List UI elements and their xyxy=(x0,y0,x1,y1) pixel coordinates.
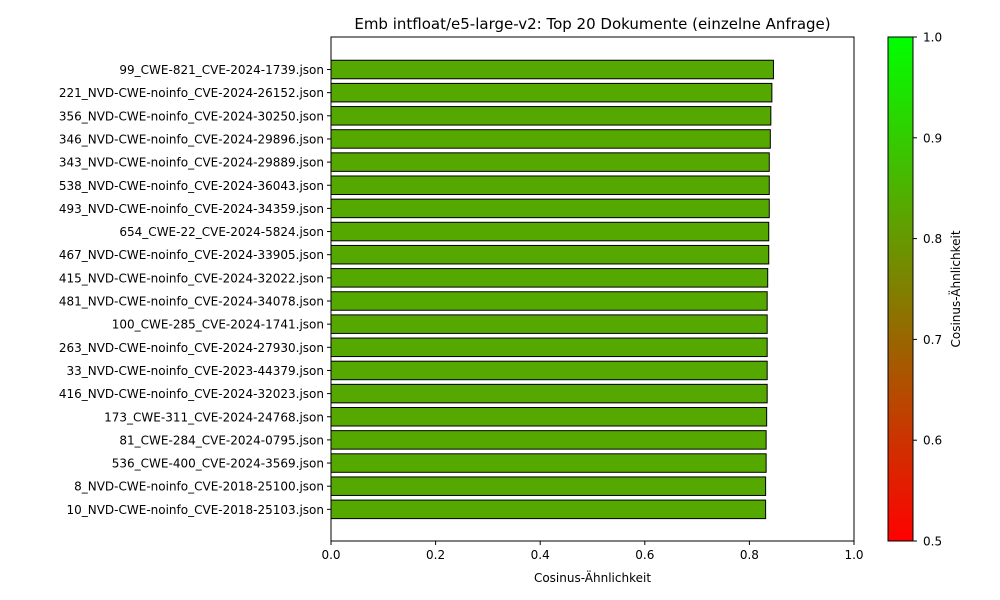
y-tick-label: 221_NVD-CWE-noinfo_CVE-2024-26152.json xyxy=(59,86,324,100)
bar xyxy=(330,221,770,242)
y-tick-label: 99_CWE-821_CVE-2024-1739.json xyxy=(119,63,324,77)
y-tick-label: 654_CWE-22_CVE-2024-5824.json xyxy=(119,225,324,239)
x-tick-label: 0.8 xyxy=(740,548,759,562)
bar xyxy=(330,430,767,450)
colorbar-label: Cosinus-Ähnlichkeit xyxy=(948,230,963,347)
bar xyxy=(330,244,770,265)
bar xyxy=(330,314,768,334)
chart-title: Emb intfloat/e5-large-v2: Top 20 Dokumen… xyxy=(354,15,830,33)
y-tick-label: 493_NVD-CWE-noinfo_CVE-2024-34359.json xyxy=(59,202,324,216)
y-tick-label: 343_NVD-CWE-noinfo_CVE-2024-29889.json xyxy=(59,156,324,170)
y-tick-label: 467_NVD-CWE-noinfo_CVE-2024-33905.json xyxy=(59,248,324,262)
bar xyxy=(330,406,768,427)
x-axis: 0.0 0.2 0.4 0.6 0.8 1.0 xyxy=(321,541,864,562)
y-tick-label: 100_CWE-285_CVE-2024-1741.json xyxy=(112,318,324,332)
colorbar: 0.5 0.6 0.7 0.8 0.9 1.0 Cosinus-Ähnlichkeit xyxy=(887,31,963,549)
y-tick-label: 538_NVD-CWE-noinfo_CVE-2024-36043.json xyxy=(59,179,324,193)
bar xyxy=(330,499,767,520)
bar xyxy=(330,129,771,149)
bar xyxy=(330,152,770,172)
bar xyxy=(330,59,774,80)
bar xyxy=(330,106,772,126)
bar xyxy=(330,453,767,473)
bar xyxy=(330,360,768,381)
bar xyxy=(330,198,770,219)
x-tick-label: 0.0 xyxy=(321,548,340,562)
y-tick-label: 10_NVD-CWE-noinfo_CVE-2018-25103.json xyxy=(66,503,324,517)
colorbar-tick-label: 0.6 xyxy=(923,434,942,448)
bar xyxy=(330,337,768,358)
plot-frame xyxy=(330,36,855,542)
bar xyxy=(330,383,768,404)
x-axis-label: Cosinus-Ähnlichkeit xyxy=(534,570,651,585)
colorbar-gradient xyxy=(887,36,914,542)
y-tick-label: 481_NVD-CWE-noinfo_CVE-2024-34078.json xyxy=(59,295,324,309)
y-tick-label: 415_NVD-CWE-noinfo_CVE-2024-32022.json xyxy=(59,271,324,285)
y-tick-label: 173_CWE-311_CVE-2024-24768.json xyxy=(104,410,324,424)
y-tick-label: 416_NVD-CWE-noinfo_CVE-2024-32023.json xyxy=(59,387,324,401)
y-tick-label: 346_NVD-CWE-noinfo_CVE-2024-29896.json xyxy=(59,132,324,146)
colorbar-tick-label: 0.5 xyxy=(923,535,942,549)
colorbar-ticks: 0.5 0.6 0.7 0.8 0.9 1.0 xyxy=(913,31,942,549)
colorbar-tick-label: 1.0 xyxy=(923,31,942,45)
y-tick-label: 536_CWE-400_CVE-2024-3569.json xyxy=(112,457,324,471)
y-tick-labels: 99_CWE-821_CVE-2024-1739.json 221_NVD-CWE… xyxy=(59,63,331,517)
x-tick-label: 1.0 xyxy=(844,548,863,562)
bar xyxy=(330,268,769,288)
bars-group xyxy=(330,59,774,520)
bar xyxy=(330,476,767,496)
y-tick-label: 33_NVD-CWE-noinfo_CVE-2023-44379.json xyxy=(66,364,324,378)
x-tick-label: 0.2 xyxy=(426,548,445,562)
y-tick-label: 81_CWE-284_CVE-2024-0795.json xyxy=(119,433,324,447)
y-tick-label: 8_NVD-CWE-noinfo_CVE-2018-25100.json xyxy=(74,480,324,494)
colorbar-tick-label: 0.8 xyxy=(923,232,942,246)
bar xyxy=(330,82,773,103)
colorbar-tick-label: 0.9 xyxy=(923,131,942,145)
colorbar-tick-label: 0.7 xyxy=(923,333,942,347)
x-tick-label: 0.6 xyxy=(635,548,654,562)
bar xyxy=(330,175,770,196)
x-tick-label: 0.4 xyxy=(531,548,550,562)
bar xyxy=(330,291,768,311)
y-tick-label: 356_NVD-CWE-noinfo_CVE-2024-30250.json xyxy=(59,109,324,123)
y-tick-label: 263_NVD-CWE-noinfo_CVE-2024-27930.json xyxy=(59,341,324,355)
